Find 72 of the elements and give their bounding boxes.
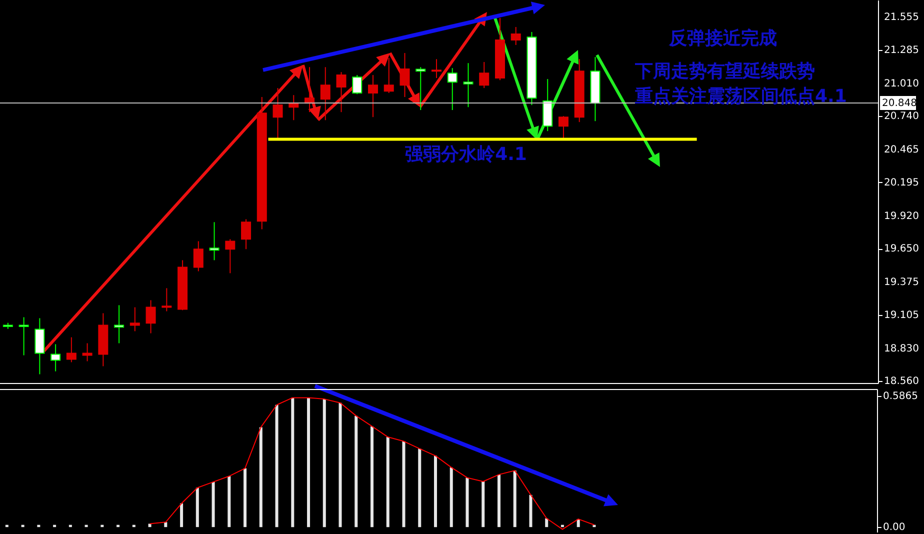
bar (529, 494, 532, 528)
candlestick (558, 116, 568, 139)
candlestick (114, 304, 124, 344)
bar (482, 482, 485, 528)
y-tick-label: 19.375 (884, 277, 919, 288)
bar (402, 441, 406, 528)
candlestick (447, 68, 458, 111)
annotation: 重点关注震荡区间低点4.1 (634, 86, 847, 107)
candlestick (130, 306, 140, 332)
candlestick (225, 238, 236, 274)
bar (354, 416, 358, 528)
bar (513, 470, 516, 528)
bar (180, 503, 184, 528)
bar (370, 426, 374, 528)
bar (450, 467, 453, 528)
bar (418, 448, 422, 528)
candlestick (34, 318, 45, 375)
bar (244, 468, 247, 528)
y-tick-label: 19.920 (884, 210, 919, 222)
y-tick-label: 19.650 (884, 244, 919, 255)
bar (291, 398, 294, 528)
candlestick (193, 240, 204, 272)
bar (434, 456, 437, 528)
y-tick-label: 20.465 (884, 144, 919, 156)
candlestick (320, 66, 330, 121)
candlestick (384, 57, 394, 94)
bar (545, 518, 548, 528)
bar (212, 482, 215, 528)
bar (228, 476, 231, 528)
bar (322, 399, 326, 528)
candlestick (18, 316, 29, 356)
y-tick-label: 20.740 (884, 111, 919, 122)
ref-line-label: 20.848 (882, 98, 917, 109)
ref-line-label: 强弱分水岭4.1 (405, 144, 527, 165)
candlestick (146, 300, 156, 334)
bar (307, 398, 310, 528)
bar (196, 488, 199, 528)
candlestick (66, 336, 76, 363)
bar (386, 437, 390, 528)
candlestick (50, 344, 61, 372)
y-tick-label: 18.560 (884, 376, 919, 388)
candlestick (510, 26, 521, 46)
candlestick (368, 74, 378, 118)
bar (275, 404, 278, 528)
y-tick-label: 21.555 (884, 12, 919, 24)
y-tick-label: 19.105 (884, 310, 919, 321)
bar (497, 474, 500, 528)
y-tick-label: 0.5865 (883, 391, 918, 402)
y-tick-label: 0.00 (883, 522, 906, 534)
line-series (149, 397, 595, 530)
bar (466, 478, 469, 528)
candlestick (162, 288, 172, 312)
candlestick (352, 74, 362, 95)
candlestick (336, 72, 346, 113)
annotation: 反弹接近完成 (668, 28, 777, 49)
candlestick (209, 222, 220, 261)
annotation: 下周走势有望延续跌势 (634, 61, 815, 82)
y-tick-label: 18.830 (884, 343, 919, 354)
y-tick-label: 20.195 (884, 177, 919, 188)
bar (338, 402, 342, 528)
candlestick (272, 88, 283, 139)
y-tick-label: 21.285 (884, 44, 919, 56)
candlestick (82, 342, 92, 362)
y-tick-label: 21.010 (884, 78, 919, 90)
candlestick (432, 58, 442, 79)
candlestick (241, 218, 252, 250)
candlestick (463, 62, 474, 108)
candlestick (416, 66, 426, 111)
candlestick (479, 62, 490, 89)
bar (148, 524, 152, 528)
candlestick (400, 52, 410, 98)
bar (259, 427, 262, 528)
